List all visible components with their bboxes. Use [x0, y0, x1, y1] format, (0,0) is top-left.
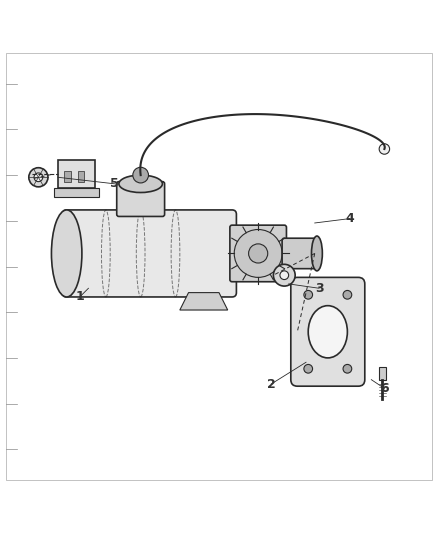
Circle shape — [343, 365, 352, 373]
FancyBboxPatch shape — [62, 210, 237, 297]
Text: 3: 3 — [315, 282, 323, 295]
Circle shape — [343, 290, 352, 299]
FancyBboxPatch shape — [58, 160, 95, 188]
Bar — [78, 171, 84, 182]
Bar — [64, 171, 71, 182]
FancyBboxPatch shape — [291, 277, 365, 386]
Ellipse shape — [119, 175, 162, 192]
Text: 6: 6 — [380, 382, 389, 395]
Ellipse shape — [51, 210, 82, 297]
Circle shape — [29, 168, 48, 187]
FancyBboxPatch shape — [230, 225, 286, 282]
Circle shape — [273, 264, 295, 286]
Text: 5: 5 — [110, 177, 119, 190]
Circle shape — [379, 144, 390, 154]
Ellipse shape — [311, 236, 322, 271]
Polygon shape — [180, 293, 228, 310]
Circle shape — [249, 244, 268, 263]
Circle shape — [234, 230, 282, 277]
Ellipse shape — [308, 305, 347, 358]
Text: 2: 2 — [267, 377, 276, 391]
Circle shape — [280, 271, 289, 279]
Circle shape — [34, 173, 43, 182]
Text: 1: 1 — [75, 290, 84, 303]
Circle shape — [133, 167, 148, 183]
Circle shape — [304, 365, 313, 373]
FancyBboxPatch shape — [282, 238, 317, 269]
FancyBboxPatch shape — [117, 182, 165, 216]
Polygon shape — [53, 188, 99, 197]
Text: 4: 4 — [345, 212, 354, 225]
FancyBboxPatch shape — [379, 367, 386, 379]
Circle shape — [304, 290, 313, 299]
